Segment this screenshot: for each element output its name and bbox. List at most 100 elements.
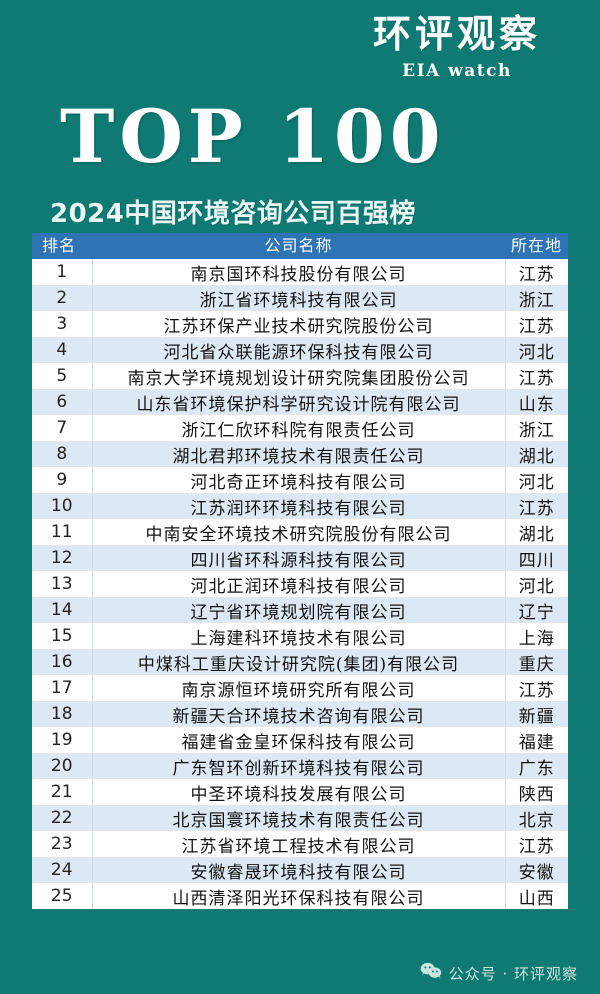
cell-region: 辽宁 (518, 602, 555, 623)
cell-rank: 8 (32, 441, 93, 467)
cell-rank: 24 (32, 857, 93, 883)
cell-region: 河北 (518, 576, 555, 597)
cell-region: 江苏 (518, 316, 555, 337)
cell-region: 陕西 (518, 784, 555, 805)
cell-company: 四川省环科源科技有限公司 (92, 545, 506, 571)
table-row: 18 新疆天合环境技术咨询有限公司 新疆 (32, 701, 568, 727)
table-row: 9 河北奇正环境科技有限公司 河北 (32, 467, 568, 493)
cell-company: 山西清泽阳光环保科技有限公司 (92, 883, 506, 909)
cell-region: 四川 (518, 550, 555, 571)
cell-region: 山东 (518, 394, 555, 415)
cell-region: 江苏 (518, 836, 555, 857)
cell-region: 安徽 (518, 862, 555, 883)
cell-rank: 9 (32, 467, 93, 493)
table-row: 13 河北正润环境科技有限公司 河北 (32, 571, 568, 597)
cell-rank: 5 (32, 363, 93, 389)
cell-company: 河北正润环境科技有限公司 (92, 571, 506, 597)
cell-company: 南京国环科技股份有限公司 (92, 259, 506, 285)
cell-company: 浙江省环境科技有限公司 (92, 285, 506, 311)
cell-region: 江苏 (518, 498, 555, 519)
column-header-region: 所在地 (505, 233, 568, 259)
cell-region: 江苏 (518, 264, 555, 285)
cell-company: 辽宁省环境规划院有限公司 (92, 597, 506, 623)
cell-rank: 12 (32, 545, 93, 571)
table-row: 16 中煤科工重庆设计研究院(集团)有限公司 重庆 (32, 649, 568, 675)
cell-company: 南京源恒环境研究所有限公司 (92, 675, 506, 701)
top100-heading: TOP 100 (60, 94, 446, 180)
cell-company: 山东省环境保护科学研究设计院有限公司 (92, 389, 506, 415)
cell-region: 江苏 (518, 680, 555, 701)
cell-company: 上海建科环境技术有限公司 (92, 623, 506, 649)
cell-company: 中煤科工重庆设计研究院(集团)有限公司 (92, 649, 506, 675)
cell-region: 重庆 (518, 654, 555, 675)
table-row: 12 四川省环科源科技有限公司 四川 (32, 545, 568, 571)
cell-rank: 21 (32, 779, 93, 805)
wechat-icon (420, 962, 442, 984)
ranking-table: 排名 公司名称 所在地 1 南京国环科技股份有限公司 江苏 2 浙江省环境科技有限公司浙… (32, 233, 568, 909)
cell-region: 新疆 (518, 706, 555, 727)
table-row: 23 江苏省环境工程技术有限公司 江苏 (32, 831, 568, 857)
cell-rank: 11 (32, 519, 93, 545)
cell-region: 河北 (518, 472, 555, 493)
cell-company: 北京国寰环境技术有限责任公司 (92, 805, 506, 831)
table-row: 20 广东智环创新环境科技有限公司 广东 (32, 753, 568, 779)
table-row: 14 辽宁省环境规划院有限公司 辽宁 (32, 597, 568, 623)
table-row: 1 南京国环科技股份有限公司 江苏 (32, 259, 568, 285)
table-row: 24 安徽睿晟环境科技有限公司 安徽 (32, 857, 568, 883)
table-row: 22 北京国寰环境技术有限责任公司 北京 (32, 805, 568, 831)
cell-company: 中圣环境科技发展有限公司 (92, 779, 506, 805)
cell-region: 浙江 (518, 420, 555, 441)
cell-rank: 10 (32, 493, 93, 519)
table-row: 17 南京源恒环境研究所有限公司 江苏 (32, 675, 568, 701)
column-header-company: 公司名称 (92, 233, 505, 259)
cell-rank: 2 (32, 285, 93, 311)
table-header-row: 排名 公司名称 所在地 (32, 233, 568, 259)
page-subtitle: 2024中国环境咨询公司百强榜 (50, 199, 416, 229)
cell-region: 湖北 (518, 524, 555, 545)
cell-company: 安徽睿晟环境科技有限公司 (92, 857, 506, 883)
cell-region: 上海 (518, 628, 555, 649)
cell-region: 湖北 (518, 446, 555, 467)
table-body: 1 南京国环科技股份有限公司 江苏 2 浙江省环境科技有限公司 浙江 3 江苏环保产业技术研究… (32, 259, 568, 909)
table-row: 3 江苏环保产业技术研究院股份公司 江苏 (32, 311, 568, 337)
cell-company: 新疆天合环境技术咨询有限公司 (92, 701, 506, 727)
cell-company: 江苏润环环境科技有限公司 (92, 493, 506, 519)
cell-region: 河北 (518, 342, 555, 363)
table-row: 25 山西清泽阳光环保科技有限公司 山西 (32, 883, 568, 909)
footer-watermark-text: 公众号 · 环评观察 (448, 964, 578, 983)
brand-block: 环评观察 EIA watch (342, 14, 572, 81)
table-header: 排名 公司名称 所在地 (32, 233, 568, 259)
cell-rank: 25 (32, 883, 93, 909)
table-row: 6 山东省环境保护科学研究设计院有限公司 山东 (32, 389, 568, 415)
cell-company: 南京大学环境规划设计研究院集团股份公司 (92, 363, 506, 389)
cell-company: 河北省众联能源环保科技有限公司 (92, 337, 506, 363)
table-row: 11 中南安全环境技术研究院股份有限公司 湖北 (32, 519, 568, 545)
cell-rank: 3 (32, 311, 93, 337)
table-row: 7 浙江仁欣环科院有限责任公司 浙江 (32, 415, 568, 441)
column-header-rank: 排名 (32, 233, 92, 259)
cell-company: 浙江仁欣环科院有限责任公司 (92, 415, 506, 441)
table-row: 21 中圣环境科技发展有限公司 陕西 (32, 779, 568, 805)
cell-company: 福建省金皇环保科技有限公司 (92, 727, 506, 753)
cell-rank: 4 (32, 337, 93, 363)
cell-rank: 16 (32, 649, 93, 675)
cell-company: 中南安全环境技术研究院股份有限公司 (92, 519, 506, 545)
cell-region: 山西 (518, 888, 555, 909)
cell-rank: 17 (32, 675, 93, 701)
cell-rank: 18 (32, 701, 93, 727)
cell-rank: 6 (32, 389, 93, 415)
cell-rank: 22 (32, 805, 93, 831)
table-row: 5 南京大学环境规划设计研究院集团股份公司 江苏 (32, 363, 568, 389)
cell-company: 江苏环保产业技术研究院股份公司 (92, 311, 506, 337)
cell-company: 湖北君邦环境技术有限责任公司 (92, 441, 506, 467)
table-row: 10 江苏润环环境科技有限公司 江苏 (32, 493, 568, 519)
cell-company: 广东智环创新环境科技有限公司 (92, 753, 506, 779)
table-row: 2 浙江省环境科技有限公司 浙江 (32, 285, 568, 311)
cell-region: 浙江 (518, 290, 555, 311)
cell-rank: 7 (32, 415, 93, 441)
cell-rank: 1 (32, 259, 93, 285)
table-row: 8 湖北君邦环境技术有限责任公司 湖北 (32, 441, 568, 467)
cell-region: 北京 (518, 810, 555, 831)
cell-rank: 19 (32, 727, 93, 753)
table-row: 15 上海建科环境技术有限公司 上海 (32, 623, 568, 649)
